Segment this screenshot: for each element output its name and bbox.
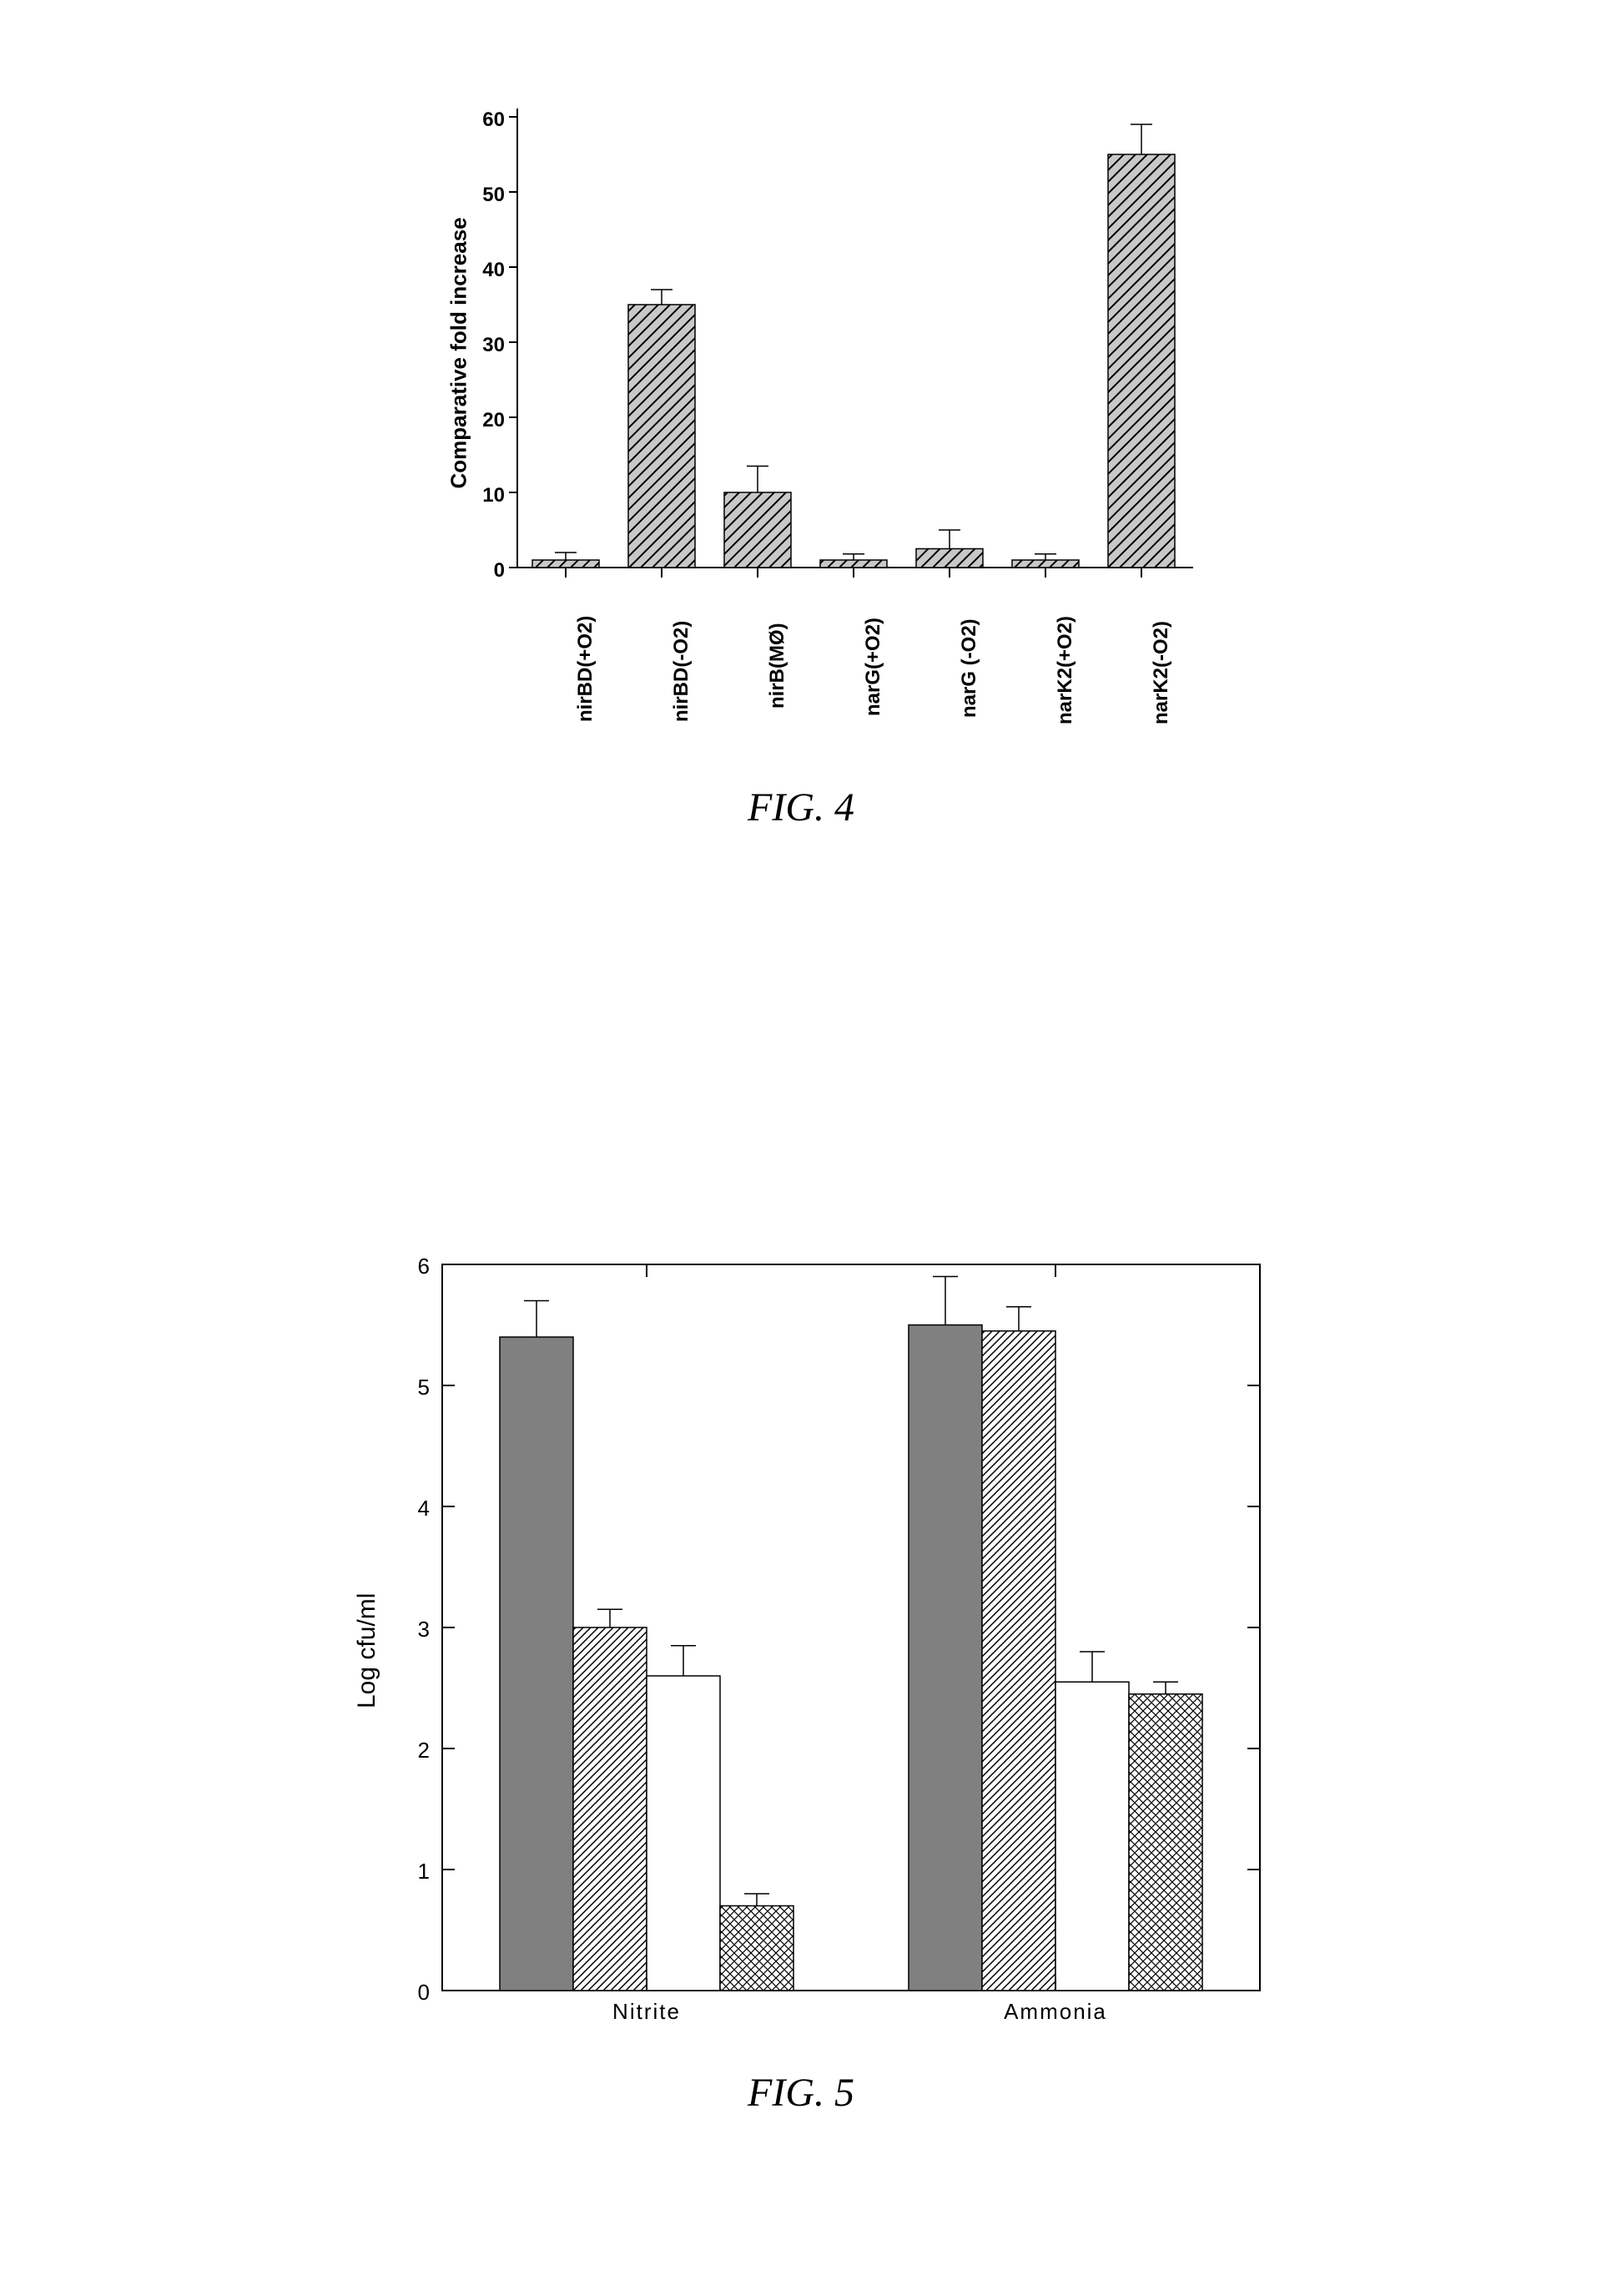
figure-4-svg [400, 83, 1202, 734]
figure-4-ytick: 40 [471, 259, 505, 282]
figure-5-xtick: Ammonia [985, 1999, 1126, 2025]
figure-5-ytick: 1 [405, 1859, 430, 1885]
figure-4-ytick: 10 [471, 484, 505, 507]
figure-4-ylabel: Comparative fold increase [446, 172, 472, 489]
figure-4-ytick: 60 [471, 108, 505, 132]
figure-5-xtick: Nitrite [592, 1999, 701, 2025]
figure-5-chart: Log cfu/ml 0 1 2 3 4 5 6 [317, 1210, 1285, 2045]
figure-4-xtick: narK2(-O2) [1150, 621, 1173, 724]
figure-5: Log cfu/ml 0 1 2 3 4 5 6 [300, 1210, 1302, 2116]
figure-4-xtick: narK2(+O2) [1054, 616, 1077, 724]
figure-5-ytick: 3 [405, 1617, 430, 1643]
figure-4-ytick: 30 [471, 334, 505, 357]
figure-4-xtick: nirB(MØ) [766, 623, 789, 709]
figure-4-xtick: narG(+O2) [862, 618, 885, 716]
figure-5-ytick: 6 [405, 1254, 430, 1279]
figure-4-chart: Comparative fold increase 0 10 20 30 40 … [400, 83, 1202, 734]
figure-4-ytick: 50 [471, 184, 505, 207]
figure-4: Comparative fold increase 0 10 20 30 40 … [384, 83, 1218, 830]
figure-5-ytick: 4 [405, 1496, 430, 1521]
figure-4-ytick: 0 [471, 559, 505, 583]
figure-4-xtick: narG (-O2) [958, 618, 981, 718]
figure-5-svg [317, 1210, 1285, 2045]
figure-5-ytick: 0 [405, 1980, 430, 2006]
figure-4-ytick: 20 [471, 409, 505, 432]
figure-5-ylabel: Log cfu/ml [353, 1542, 381, 1708]
figure-5-ytick: 5 [405, 1375, 430, 1400]
figure-4-xtick: nirBD(-O2) [670, 621, 693, 722]
figure-4-xtick: nirBD(+O2) [574, 616, 597, 722]
figure-5-ytick: 2 [405, 1738, 430, 1764]
figure-5-caption: FIG. 5 [748, 2070, 854, 2116]
figure-4-caption: FIG. 4 [748, 785, 854, 830]
